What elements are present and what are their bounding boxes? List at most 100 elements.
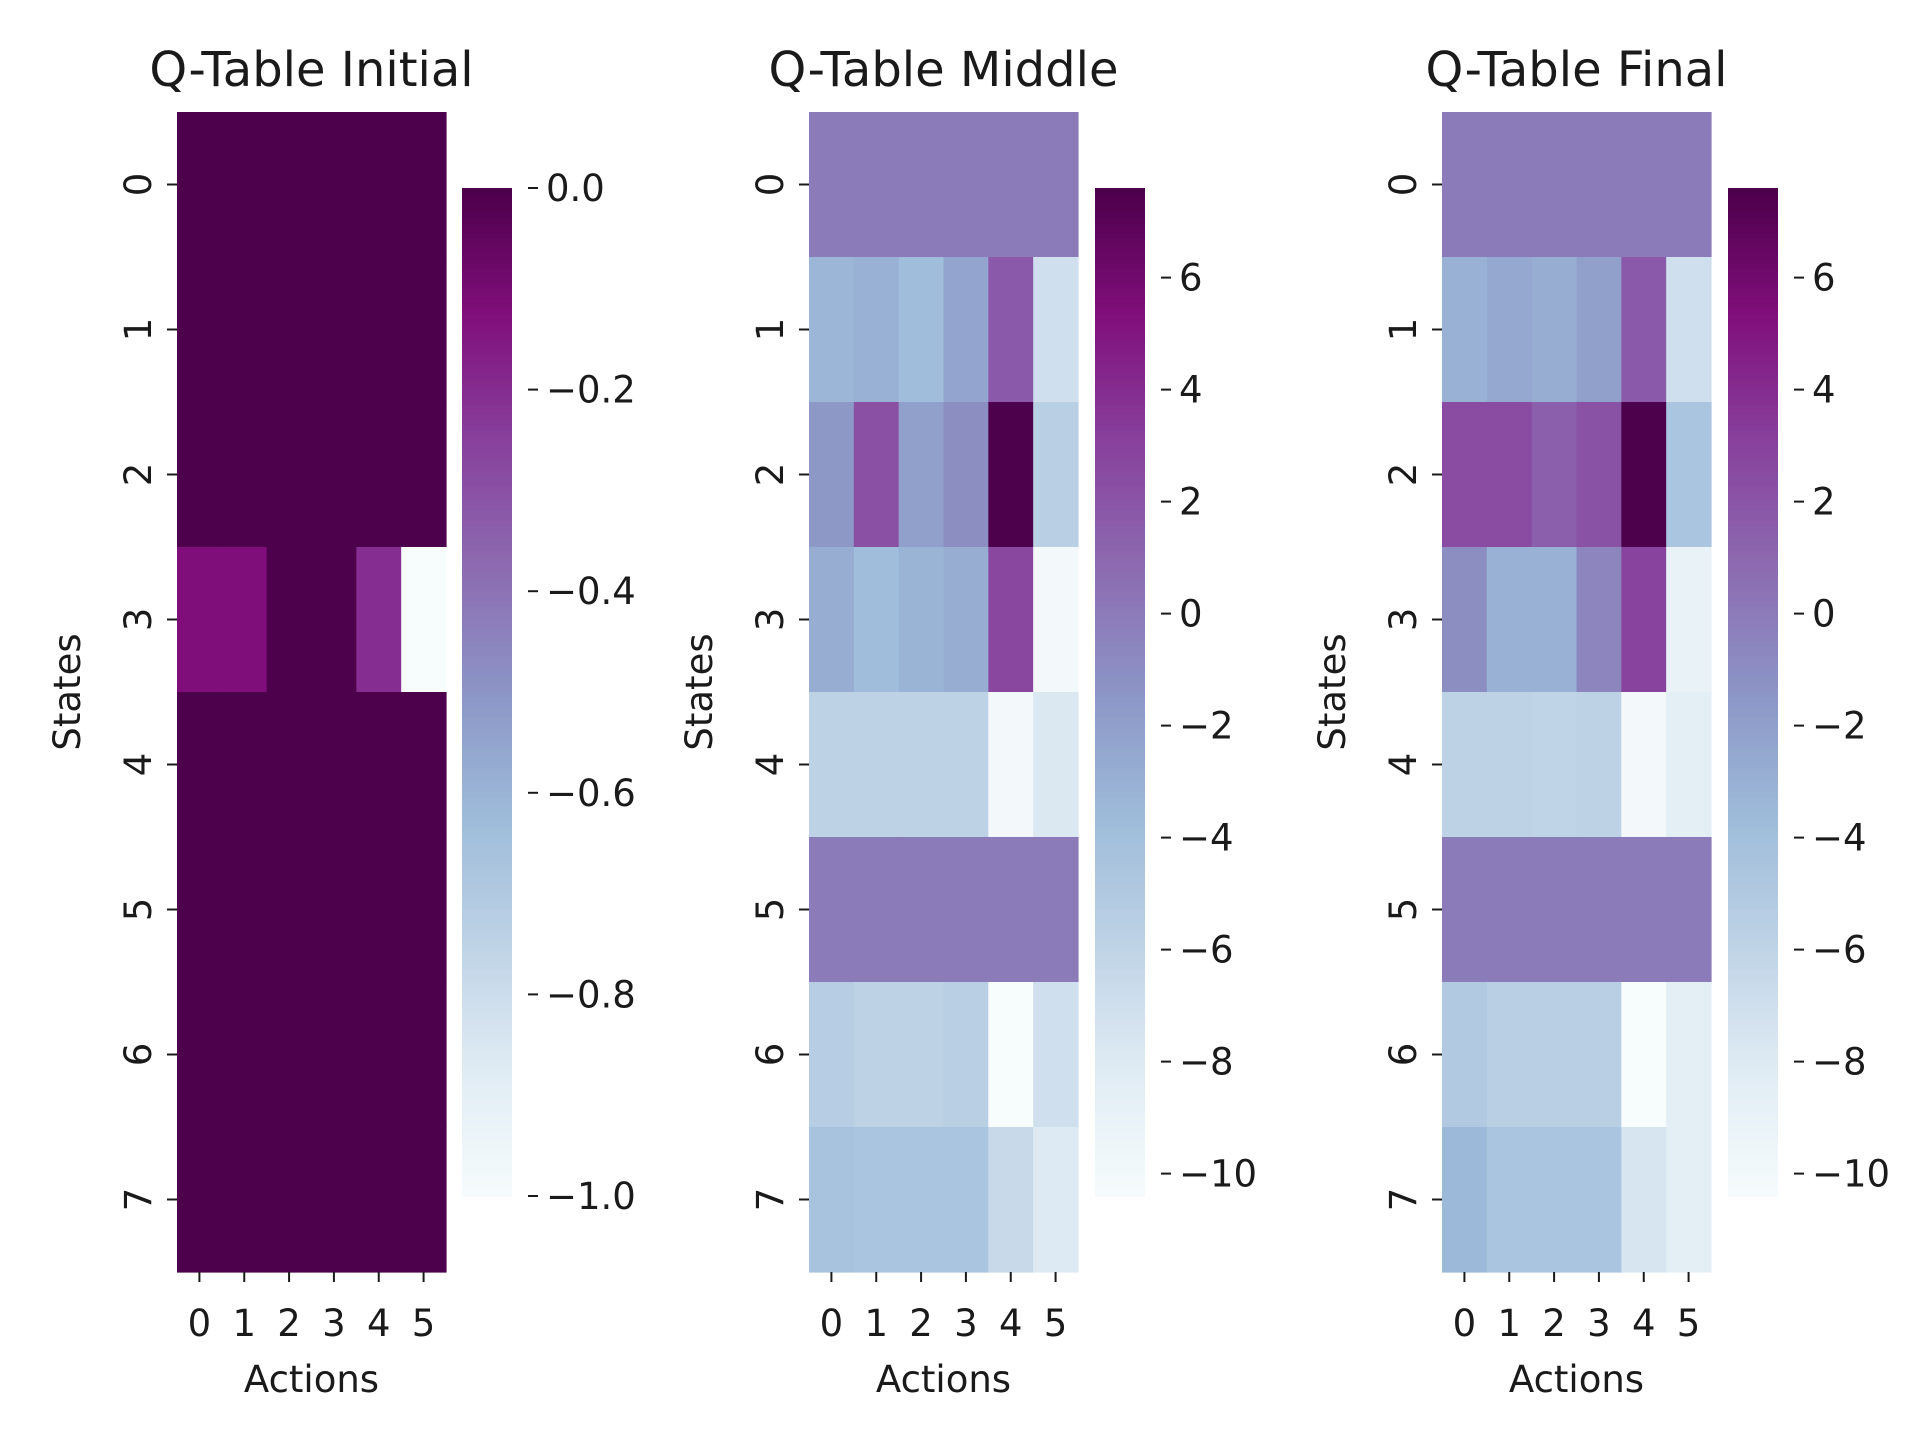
colorbar-segment [1728,404,1778,411]
colorbar-segment [1095,1080,1145,1086]
colorbar-segment [462,480,512,487]
heatmap-cell [266,1127,313,1273]
colorbar-segment [1095,873,1145,880]
colorbar-segment [462,666,512,673]
colorbar-segment [1728,1085,1778,1091]
colorbar-segment [1728,1130,1778,1137]
colorbar-segment [462,1185,512,1192]
y-tick-label: 2 [749,463,792,487]
colorbar-segment [1095,1135,1145,1142]
colorbar-segment [1728,1175,1778,1182]
colorbar-segment [1728,903,1778,910]
y-tick-label: 1 [1382,318,1425,342]
colorbar-segment [1728,757,1778,764]
colorbar-segment [1095,918,1145,925]
colorbar-segment [462,258,512,265]
colorbar-segment [1728,515,1778,522]
heatmap-cell [943,257,989,403]
colorbar-segment [1095,863,1145,870]
heatmap-cell [311,257,357,403]
colorbar-segment [462,1180,512,1187]
colorbar-segment [462,1170,512,1177]
colorbar-segment [1728,641,1778,648]
heatmap-cell [1621,982,1667,1128]
colorbar-segment [462,213,512,220]
colorbar-segment [462,374,512,381]
heatmap-cell [1442,402,1488,548]
colorbar-segment [1095,253,1145,260]
colorbar-segment [1728,989,1778,996]
heatmap-cell [898,692,945,838]
colorbar-tick-label: 4 [1812,369,1836,412]
x-tick-label: 0 [820,1302,844,1345]
y-tick-label: 2 [117,463,160,487]
panel-title: Q-Table Initial [149,42,473,98]
x-tick-label: 4 [367,1302,391,1345]
colorbar-segment [1095,1075,1145,1081]
heatmap-cell [809,692,855,838]
colorbar-segment [1728,1044,1778,1051]
colorbar-segment [1728,923,1778,930]
colorbar-segment [1095,989,1145,996]
colorbar-segment [1728,455,1778,461]
colorbar-segment [1095,717,1145,724]
colorbar-segment [462,1110,512,1117]
colorbar-segment [1728,490,1778,497]
colorbar-segment [1095,1009,1145,1016]
heatmap-cell [1531,257,1578,403]
heatmap-cell [1442,1127,1488,1273]
colorbar-segment [1095,732,1145,739]
colorbar-segment [1095,712,1145,718]
colorbar-segment [1728,258,1778,265]
colorbar-segment [462,208,512,214]
colorbar-segment [1728,419,1778,426]
colorbar-segment [1095,409,1145,416]
colorbar-segment [462,339,512,346]
colorbar-segment [462,571,512,577]
heatmap-cell [221,402,268,548]
colorbar-segment [462,611,512,618]
colorbar-segment [1728,828,1778,834]
colorbar-segment [462,1039,512,1046]
colorbar-tick-label: 0 [1812,593,1836,636]
colorbar-segment [462,566,512,572]
colorbar-segment [1095,480,1145,487]
colorbar-segment [1728,913,1778,920]
colorbar-segment [462,923,512,930]
colorbar-segment [1095,606,1145,613]
heatmap-cell [1486,837,1533,983]
colorbar-segment [1728,555,1778,562]
colorbar-tick-label: 6 [1812,257,1836,300]
colorbar-segment [462,893,512,900]
colorbar-segment [1728,213,1778,220]
colorbar-segment [1095,1190,1145,1197]
colorbar-segment [1095,954,1145,960]
colorbar-segment [462,1080,512,1086]
colorbar-segment [462,918,512,925]
panel-title: Q-Table Final [1425,42,1727,98]
heatmap-cell [401,982,447,1128]
colorbar-segment [1095,308,1145,315]
heatmap-cell [1486,692,1533,838]
colorbar-segment [1095,495,1145,502]
colorbar-segment [462,707,512,713]
colorbar-segment [1728,858,1778,865]
colorbar-segment [462,576,512,582]
colorbar-segment [462,324,512,330]
colorbar-segment [1095,303,1145,310]
heatmap-cell [1531,547,1578,693]
colorbar-segment [1728,319,1778,325]
colorbar-tick-label: 6 [1179,257,1203,300]
colorbar-segment [1728,974,1778,981]
heatmap-cell [809,547,855,693]
colorbar-segment [462,218,512,225]
colorbar-segment [1095,727,1145,734]
heatmap-cell [221,692,268,838]
colorbar-segment [1728,1165,1778,1172]
colorbar-segment [1095,949,1145,955]
y-tick-label: 4 [117,753,160,777]
colorbar-segment [1095,792,1145,799]
colorbar-segment [1728,717,1778,724]
x-tick-label: 3 [954,1302,978,1345]
colorbar-segment [1728,470,1778,477]
